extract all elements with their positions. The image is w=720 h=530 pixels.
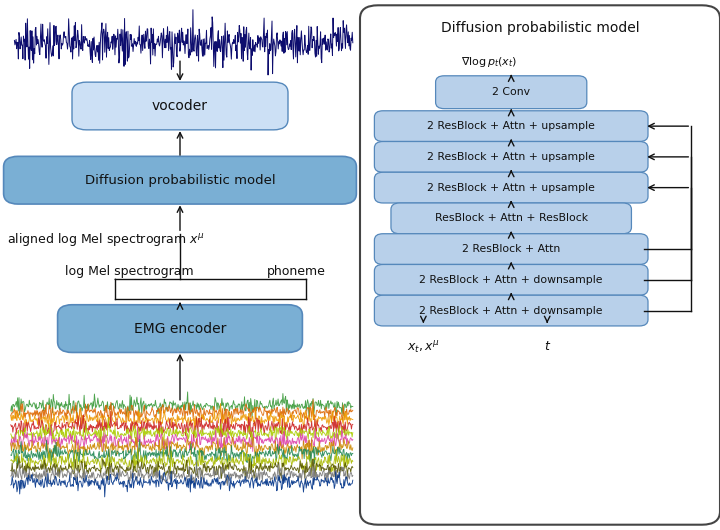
FancyBboxPatch shape bbox=[58, 305, 302, 352]
FancyBboxPatch shape bbox=[374, 234, 648, 264]
Text: log Mel spectrogram: log Mel spectrogram bbox=[65, 265, 194, 278]
FancyBboxPatch shape bbox=[4, 156, 356, 204]
Text: $t$: $t$ bbox=[544, 340, 551, 354]
Text: vocoder: vocoder bbox=[152, 99, 208, 113]
Text: 2 ResBlock + Attn: 2 ResBlock + Attn bbox=[462, 244, 560, 254]
FancyBboxPatch shape bbox=[391, 203, 631, 234]
Text: Diffusion probabilistic model: Diffusion probabilistic model bbox=[85, 174, 275, 187]
Text: phoneme: phoneme bbox=[266, 265, 325, 278]
FancyBboxPatch shape bbox=[374, 172, 648, 203]
Text: Diffusion probabilistic model: Diffusion probabilistic model bbox=[441, 21, 639, 35]
Text: 2 ResBlock + Attn + upsample: 2 ResBlock + Attn + upsample bbox=[427, 183, 595, 192]
FancyBboxPatch shape bbox=[360, 5, 720, 525]
Text: 2 Conv: 2 Conv bbox=[492, 87, 530, 97]
Text: aligned log Mel spectrogram $x^{\mu}$: aligned log Mel spectrogram $x^{\mu}$ bbox=[7, 231, 205, 248]
FancyBboxPatch shape bbox=[436, 76, 587, 109]
Text: 2 ResBlock + Attn + upsample: 2 ResBlock + Attn + upsample bbox=[427, 121, 595, 131]
Text: $x_t, x^{\mu}$: $x_t, x^{\mu}$ bbox=[407, 340, 440, 356]
Text: 2 ResBlock + Attn + upsample: 2 ResBlock + Attn + upsample bbox=[427, 152, 595, 162]
FancyBboxPatch shape bbox=[374, 295, 648, 326]
FancyBboxPatch shape bbox=[374, 111, 648, 142]
Text: $\nabla \log p_t(x_t)$: $\nabla \log p_t(x_t)$ bbox=[462, 55, 518, 69]
FancyBboxPatch shape bbox=[374, 264, 648, 295]
Text: 2 ResBlock + Attn + downsample: 2 ResBlock + Attn + downsample bbox=[420, 306, 603, 315]
FancyBboxPatch shape bbox=[72, 82, 288, 130]
Text: ResBlock + Attn + ResBlock: ResBlock + Attn + ResBlock bbox=[435, 214, 588, 223]
Text: 2 ResBlock + Attn + downsample: 2 ResBlock + Attn + downsample bbox=[420, 275, 603, 285]
FancyBboxPatch shape bbox=[374, 142, 648, 172]
Text: EMG encoder: EMG encoder bbox=[134, 322, 226, 335]
